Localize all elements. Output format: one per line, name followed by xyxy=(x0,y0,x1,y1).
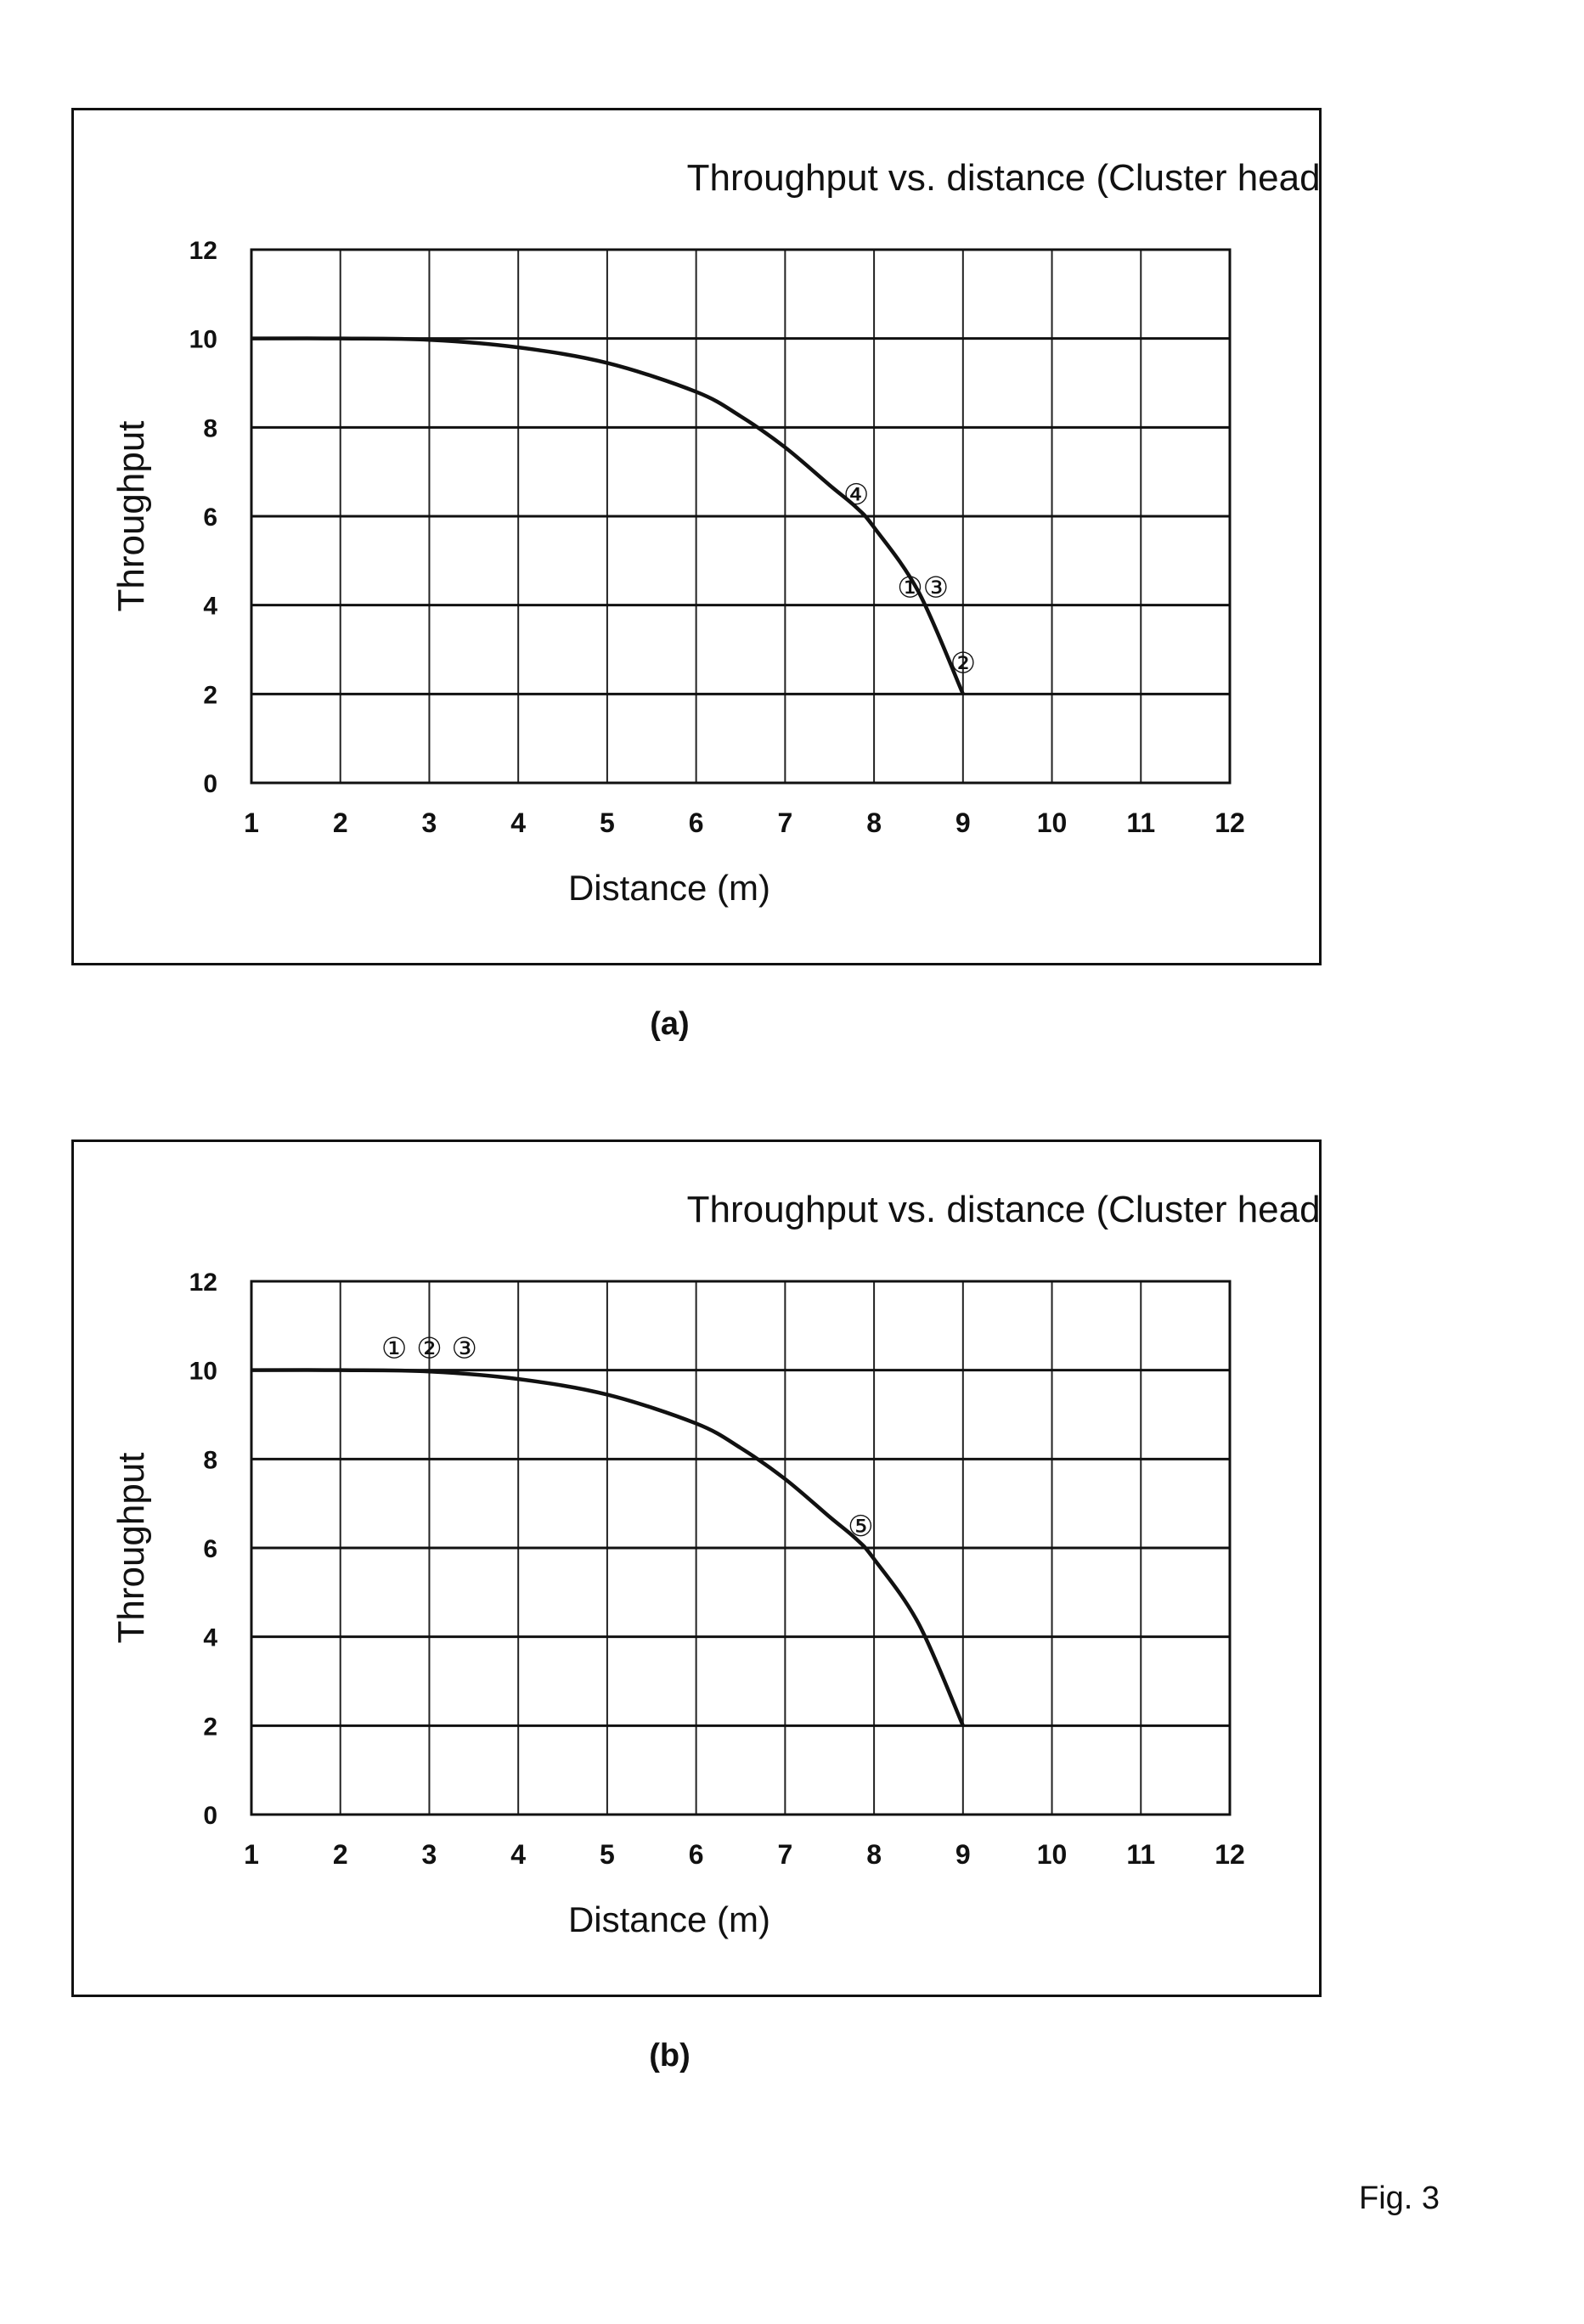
node-marker-label: ① ② ③ xyxy=(381,1332,477,1366)
figure-label: Fig. 3 xyxy=(1359,2181,1440,2217)
x-tick-label: 7 xyxy=(777,807,792,838)
x-tick-label: 6 xyxy=(689,807,704,838)
y-tick-label: 12 xyxy=(189,1269,217,1297)
chart-b: Throughput vs. distance (Cluster head : … xyxy=(74,1142,1319,1995)
x-axis-label: Distance (m) xyxy=(568,868,770,908)
y-tick-label: 10 xyxy=(189,326,217,354)
x-tick-label: 8 xyxy=(866,807,882,838)
x-tick-label: 4 xyxy=(510,1839,526,1870)
x-tick-label: 2 xyxy=(333,807,348,838)
y-axis-label: Throughput xyxy=(110,420,152,611)
chart-a-caption: (a) xyxy=(0,1006,1339,1043)
x-tick-label: 9 xyxy=(955,807,971,838)
x-tick-label: 9 xyxy=(955,1839,971,1870)
y-tick-label: 2 xyxy=(203,1713,217,1741)
chart-title: Throughput vs. distance (Cluster head : … xyxy=(687,157,1319,199)
node-marker-label: ② xyxy=(950,647,976,681)
node-marker-label: ①③ xyxy=(897,571,949,605)
y-tick-label: 8 xyxy=(203,414,217,442)
y-tick-label: 12 xyxy=(189,237,217,265)
node-marker-label: ④ xyxy=(843,478,869,512)
y-tick-label: 0 xyxy=(203,770,217,798)
node-marker-label: ⑤ xyxy=(848,1510,873,1544)
x-tick-label: 1 xyxy=(244,807,259,838)
x-tick-label: 7 xyxy=(777,1839,792,1870)
x-tick-label: 12 xyxy=(1215,807,1245,838)
x-tick-label: 11 xyxy=(1126,807,1155,838)
y-tick-label: 4 xyxy=(203,1624,217,1652)
y-tick-label: 6 xyxy=(203,1535,217,1563)
y-tick-label: 10 xyxy=(189,1358,217,1386)
x-tick-label: 12 xyxy=(1215,1839,1245,1870)
x-tick-label: 10 xyxy=(1037,807,1068,838)
y-tick-label: 8 xyxy=(203,1446,217,1474)
x-tick-label: 1 xyxy=(244,1839,259,1870)
y-tick-label: 4 xyxy=(203,593,217,621)
chart-panel-a: Throughput vs. distance (Cluster head : … xyxy=(71,108,1322,965)
x-tick-label: 10 xyxy=(1037,1839,1068,1870)
y-tick-label: 6 xyxy=(203,504,217,532)
y-axis-label: Throughput xyxy=(110,1452,152,1643)
y-tick-label: 2 xyxy=(203,681,217,709)
x-tick-label: 11 xyxy=(1126,1839,1155,1870)
x-tick-label: 6 xyxy=(689,1839,704,1870)
x-axis-label: Distance (m) xyxy=(568,1899,770,1939)
chart-b-caption: (b) xyxy=(0,2038,1339,2074)
x-tick-label: 4 xyxy=(510,807,526,838)
y-tick-label: 0 xyxy=(203,1802,217,1830)
x-tick-label: 3 xyxy=(422,1839,437,1870)
x-tick-label: 5 xyxy=(600,1839,615,1870)
x-tick-label: 8 xyxy=(866,1839,882,1870)
x-tick-label: 2 xyxy=(333,1839,348,1870)
x-tick-label: 3 xyxy=(422,807,437,838)
chart-a: Throughput vs. distance (Cluster head : … xyxy=(74,110,1319,963)
chart-title: Throughput vs. distance (Cluster head : … xyxy=(687,1189,1319,1230)
x-tick-label: 5 xyxy=(600,807,615,838)
chart-panel-b: Throughput vs. distance (Cluster head : … xyxy=(71,1139,1322,1997)
